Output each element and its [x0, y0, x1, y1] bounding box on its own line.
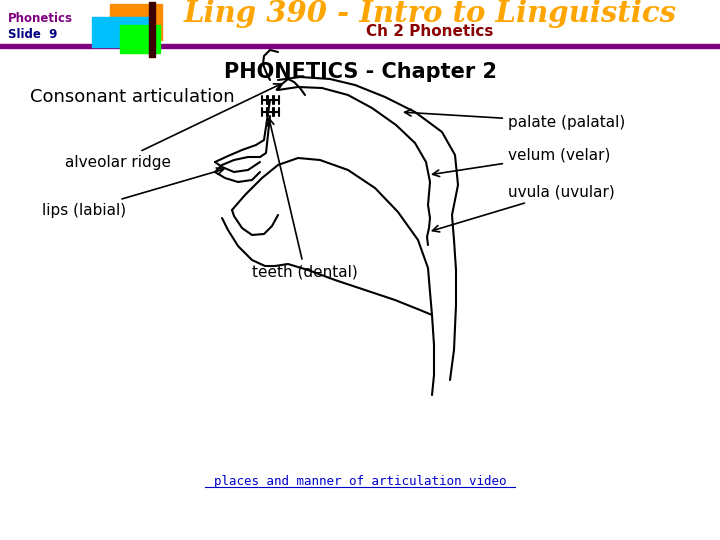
Text: Slide  9: Slide 9	[8, 28, 58, 40]
Bar	[110, 4, 162, 40]
Text: uvula (uvular): uvula (uvular)	[433, 185, 615, 232]
Bar	[149, 2, 155, 57]
Text: lips (labial): lips (labial)	[42, 168, 223, 218]
Text: places and manner of articulation video: places and manner of articulation video	[214, 476, 506, 489]
Text: teeth (dental): teeth (dental)	[252, 118, 358, 280]
Text: Ling 390 - Intro to Linguistics: Ling 390 - Intro to Linguistics	[184, 0, 677, 29]
Text: alveolar ridge: alveolar ridge	[65, 84, 281, 170]
Text: Ch 2 Phonetics: Ch 2 Phonetics	[366, 24, 494, 39]
Text: Consonant articulation: Consonant articulation	[30, 88, 235, 106]
Text: PHONETICS - Chapter 2: PHONETICS - Chapter 2	[223, 62, 497, 82]
Text: velum (velar): velum (velar)	[433, 147, 611, 177]
Bar	[92, 17, 150, 47]
Text: palate (palatal): palate (palatal)	[405, 110, 625, 130]
Bar	[120, 25, 160, 53]
Bar	[0, 44, 720, 48]
Text: Phonetics: Phonetics	[8, 11, 73, 24]
